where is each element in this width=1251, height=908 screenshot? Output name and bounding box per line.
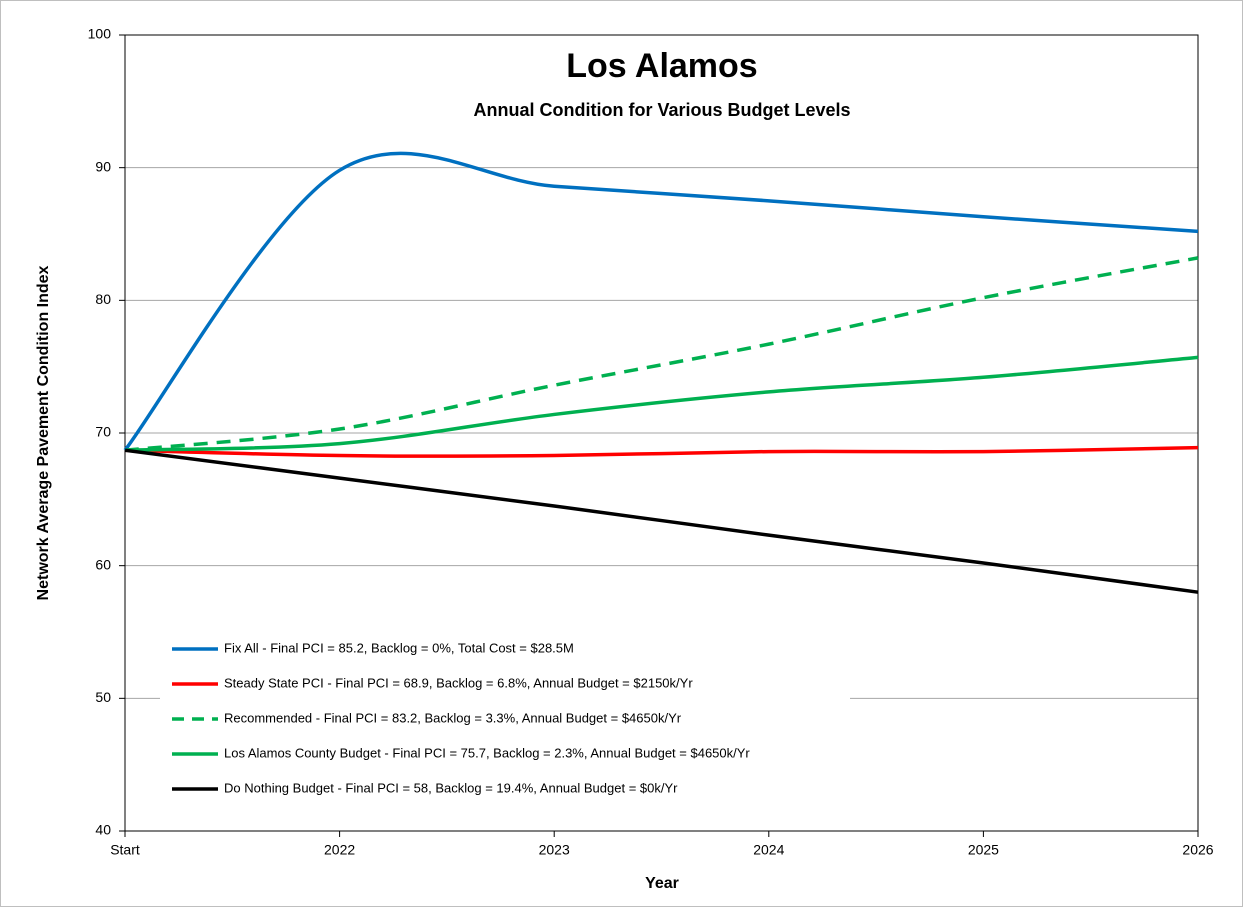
legend-box [160, 628, 850, 811]
x-tick-label: 2025 [968, 842, 999, 858]
y-tick-label: 100 [88, 26, 112, 42]
y-tick-label: 50 [95, 689, 111, 705]
series-line [123, 151, 1199, 452]
x-tick-label: 2023 [539, 842, 570, 858]
x-tick-label: Start [110, 842, 140, 858]
x-tick-label: 2024 [753, 842, 784, 858]
series-line [124, 256, 1199, 452]
y-tick-label: 40 [95, 822, 111, 838]
series-line [124, 445, 1199, 458]
y-tick-label: 80 [95, 291, 111, 307]
legend-label: Los Alamos County Budget - Final PCI = 7… [224, 745, 750, 760]
legend-label: Recommended - Final PCI = 83.2, Backlog … [224, 710, 682, 725]
y-tick-label: 90 [95, 158, 111, 174]
plot-border [124, 34, 1199, 832]
series-line [124, 355, 1199, 452]
series-line [124, 448, 1199, 594]
y-tick-label: 60 [95, 556, 111, 572]
legend: Fix All - Final PCI = 85.2, Backlog = 0%… [160, 628, 850, 811]
legend-label: Do Nothing Budget - Final PCI = 58, Back… [224, 780, 678, 795]
chart-title: Los Alamos [566, 47, 757, 85]
x-tick-label: 2022 [324, 842, 355, 858]
x-axis-label: Year [645, 875, 679, 892]
y-tick-label: 70 [95, 424, 111, 440]
legend-label: Steady State PCI - Final PCI = 68.9, Bac… [224, 675, 693, 690]
x-tick-label: 2026 [1182, 842, 1213, 858]
chart-subtitle: Annual Condition for Various Budget Leve… [473, 100, 850, 120]
legend-label: Fix All - Final PCI = 85.2, Backlog = 0%… [224, 640, 574, 655]
y-axis-label: Network Average Pavement Condition Index [35, 265, 52, 600]
